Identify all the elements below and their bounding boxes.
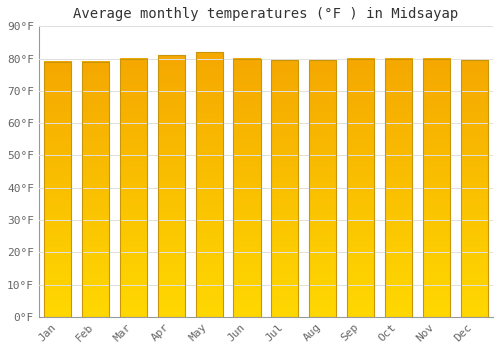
Title: Average monthly temperatures (°F ) in Midsayap: Average monthly temperatures (°F ) in Mi… [74,7,458,21]
Bar [460,60,488,317]
Bar [82,62,109,317]
Bar [422,58,450,317]
Bar [347,58,374,317]
Bar [44,62,72,317]
Bar [385,58,412,317]
Bar [271,60,298,317]
Bar [196,52,223,317]
Bar [120,58,147,317]
Bar [309,60,336,317]
Bar [158,55,185,317]
Bar [234,58,260,317]
